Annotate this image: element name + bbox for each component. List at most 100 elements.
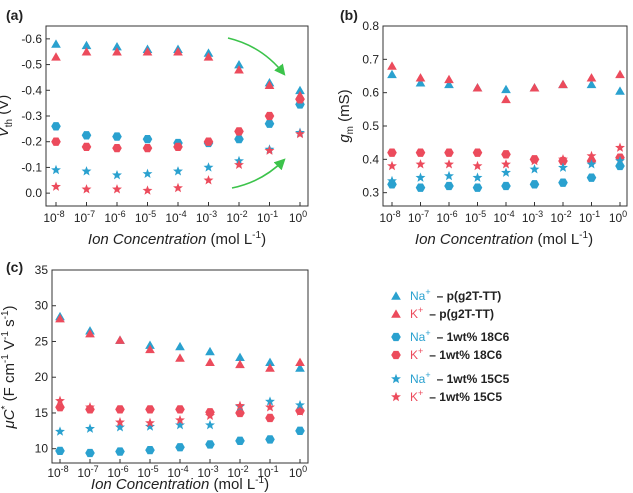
y-tick-label: 0.5: [362, 119, 379, 133]
data-point-star-k: [112, 184, 122, 194]
data-point-star-k: [115, 417, 125, 427]
x-tick-label: 10-1: [257, 209, 278, 225]
legend-marker-hexagon-k: [391, 350, 401, 360]
x-ticks-a: 10-8 10-7 10-6 10-5 10-4 10-3 10-2 10-1 100: [43, 202, 307, 225]
x-tick-label: 10-5: [135, 209, 156, 225]
data-point-hexagon-na: [115, 447, 125, 456]
data-point-triangle-k: [295, 357, 305, 367]
legend-marker-star-na: [391, 373, 401, 384]
y-tick-label: 10: [35, 442, 49, 456]
data-point-triangle-na: [112, 41, 122, 51]
y-tick-label: -0.2: [21, 135, 42, 149]
data-point-triangle-k: [145, 344, 155, 354]
y-ticks-b: 0.3 0.4 0.5 0.6 0.7 0.8: [362, 19, 387, 200]
data-point-star-na: [501, 167, 511, 177]
panel-a: (a) 0.0 -0.1 -0.2 -0.3 -0.4 -0.5 -0.6 10-8 10-7…: [0, 7, 309, 248]
data-point-triangle-k: [115, 335, 125, 344]
data-point-star-k: [81, 184, 92, 194]
data-point-triangle-na: [295, 85, 305, 95]
data-point-hexagon-na: [112, 132, 122, 141]
data-point-star-na: [145, 421, 155, 431]
x-tick-label: 10-3: [197, 464, 218, 480]
plot-frame-b: [382, 25, 628, 207]
trend-arrow-down: [227, 37, 286, 76]
data-point-star-na: [586, 159, 597, 169]
legend-label: Na+ – 1wt% 15C5: [410, 370, 510, 386]
data-point-star-na: [295, 399, 305, 410]
data-point-star-k: [295, 406, 305, 416]
data-point-star-na: [415, 172, 426, 182]
x-tick-label: 10-6: [107, 464, 128, 480]
legend-marker-hexagon-na: [391, 332, 401, 342]
data-point-triangle-k: [203, 52, 214, 61]
data-point-star-k: [203, 175, 214, 185]
data-point-star-k: [295, 128, 305, 139]
legend: Na+ – p(g2T-TT) K+ – p(g2T-TT) Na+ – 1wt% 18C…: [391, 287, 510, 404]
data-point-star-k: [85, 402, 95, 412]
x-axis-title-b: Ion Concentration (mol L-1): [415, 230, 593, 248]
data-point-hexagon-na: [558, 178, 568, 187]
data-point-star-na: [472, 172, 483, 182]
x-tick-label: 100: [289, 464, 307, 480]
data-marks-a: [51, 39, 305, 195]
y-tick-label: -0.4: [21, 83, 42, 97]
x-tick-label: 10-6: [104, 209, 125, 225]
y-tick-label: 0.0: [25, 186, 42, 200]
legend-marker-triangle-k: [391, 309, 401, 318]
data-point-hexagon-k: [173, 142, 183, 152]
data-point-star-na: [115, 422, 125, 432]
data-point-hexagon-k: [444, 148, 454, 157]
data-point-triangle-k: [265, 363, 275, 372]
data-point-star-k: [444, 159, 454, 169]
data-point-hexagon-k: [51, 137, 61, 146]
y-axis-title-b: gm (mS): [336, 89, 356, 142]
data-point-triangle-k: [175, 353, 185, 362]
data-point-hexagon-na: [444, 181, 454, 191]
y-tick-label: 0.6: [362, 86, 379, 100]
data-point-triangle-k: [472, 83, 483, 92]
y-tick-label: -0.3: [21, 109, 42, 123]
data-point-triangle-na: [235, 352, 245, 362]
y-tick-label: 0.7: [362, 52, 379, 66]
data-marks-b: [387, 61, 625, 192]
data-point-hexagon-na: [586, 173, 597, 182]
panel-b: (b) 0.30.40.50.60.70.8 10-8 10-7 10-6 10-5 1…: [336, 7, 628, 248]
data-point-star-na: [203, 162, 214, 172]
data-point-hexagon-na: [235, 436, 245, 445]
data-point-star-k: [615, 142, 625, 152]
data-point-hexagon-k: [415, 148, 426, 157]
data-point-triangle-k: [529, 83, 540, 92]
y-tick-label: -0.6: [21, 32, 42, 46]
data-point-star-na: [85, 423, 95, 433]
data-point-star-na: [55, 426, 65, 436]
data-point-hexagon-na: [145, 445, 155, 455]
data-point-star-k: [55, 395, 65, 406]
x-tick-label: 10-1: [257, 464, 278, 480]
data-point-triangle-k: [55, 314, 65, 323]
data-point-star-na: [112, 169, 122, 180]
legend-label: Na+ – 1wt% 18C6: [410, 328, 510, 344]
data-point-triangle-na: [444, 79, 454, 89]
data-point-hexagon-na: [81, 131, 92, 140]
x-ticks-c: 10-8 10-7 10-6 10-5 10-4 10-3 10-2 10-1 100: [47, 459, 307, 480]
data-point-triangle-na: [234, 59, 244, 69]
y-ticks-a: 0.0 -0.1 -0.2 -0.3 -0.4 -0.5 -0.6: [21, 32, 50, 200]
data-point-hexagon-k: [472, 148, 483, 157]
x-tick-label: 10-7: [77, 464, 98, 480]
data-point-triangle-na: [81, 40, 92, 50]
data-point-hexagon-k: [175, 405, 185, 414]
data-point-star-k: [145, 417, 155, 428]
data-point-star-na: [51, 164, 61, 175]
panel-label-c: (c): [6, 259, 23, 275]
data-point-hexagon-k: [234, 127, 244, 136]
data-point-triangle-na: [51, 39, 61, 48]
data-point-star-na: [387, 175, 397, 186]
data-point-triangle-k: [173, 47, 183, 56]
data-point-hexagon-na: [264, 119, 275, 128]
data-point-hexagon-na: [55, 446, 65, 456]
data-point-hexagon-na: [175, 443, 185, 452]
x-tick-label: 10-2: [227, 464, 248, 480]
data-point-hexagon-k: [264, 111, 275, 121]
panel-label-a: (a): [6, 7, 23, 23]
x-tick-label: 10-4: [167, 464, 188, 480]
